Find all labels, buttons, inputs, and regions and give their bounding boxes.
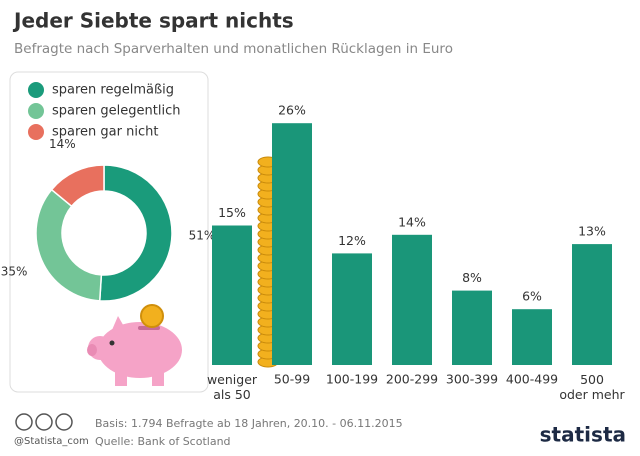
handle: @Statista_com <box>14 436 89 447</box>
bar <box>452 290 492 365</box>
category-label: 100-199 <box>326 372 378 387</box>
legend-swatch <box>28 124 44 140</box>
bar <box>392 234 432 365</box>
legend-swatch <box>28 103 44 119</box>
category-label: 300-399 <box>446 372 498 387</box>
piggy-bank <box>87 304 182 386</box>
basis: Basis: 1.794 Befragte ab 18 Jahren, 20.1… <box>95 417 403 430</box>
category-label: weniger als 50 <box>207 372 258 402</box>
category-label: 50-99 <box>274 372 310 387</box>
license-icons <box>15 413 73 431</box>
category-label: 500 oder mehr <box>559 372 625 402</box>
legend-label: sparen gelegentlich <box>52 104 180 119</box>
category-label: 200-299 <box>386 372 438 387</box>
value-label: 13% <box>578 224 606 239</box>
value-label: 14% <box>398 214 426 229</box>
pie-slice <box>50 164 105 208</box>
value-label: 12% <box>338 233 366 248</box>
bar <box>572 244 612 365</box>
bar <box>332 253 372 365</box>
legend-swatch <box>28 82 44 98</box>
legend-label: sparen regelmäßig <box>52 83 174 98</box>
pie-slice <box>98 164 173 302</box>
title: Jeder Siebte spart nichts <box>12 9 294 33</box>
source: Quelle: Bank of Scotland <box>95 435 231 448</box>
brand: statista <box>540 423 626 447</box>
value-label: 26% <box>278 103 306 118</box>
legend-label: sparen gar nicht <box>52 125 158 140</box>
value-label: 15% <box>218 205 246 220</box>
bar <box>272 123 312 365</box>
slice-label: 35% <box>1 264 28 278</box>
bar <box>512 309 552 365</box>
slice-label: 51% <box>189 229 216 243</box>
category-label: 400-499 <box>506 372 558 387</box>
value-label: 6% <box>522 289 542 304</box>
subtitle: Befragte nach Sparverhalten und monatlic… <box>14 41 453 57</box>
value-label: 8% <box>462 270 482 285</box>
slice-label: 14% <box>49 137 76 151</box>
bar <box>212 225 252 365</box>
